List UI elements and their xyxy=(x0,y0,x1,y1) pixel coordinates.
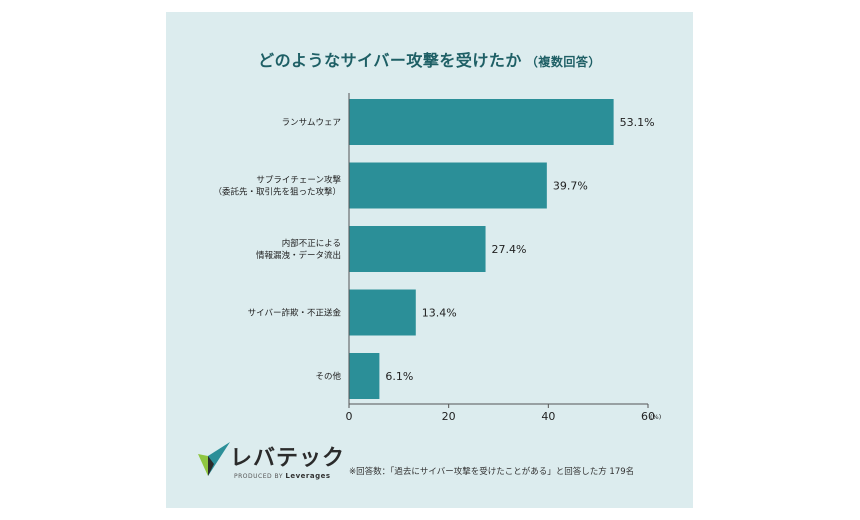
bar-0 xyxy=(349,99,614,145)
bar-1 xyxy=(349,162,547,209)
x-axis-unit: (%) xyxy=(650,413,661,421)
bar-value-label-4: 6.1% xyxy=(385,370,413,383)
category-label-2-line-1: 情報漏洩・データ流出 xyxy=(256,250,341,261)
logo-tagline-prefix: PRODUCED BY xyxy=(234,473,283,480)
logo-tagline-brand: Leverages xyxy=(285,472,331,480)
logo-wordmark: レバテック xyxy=(230,446,346,471)
category-label-2-line-0: 内部不正による xyxy=(282,238,341,249)
category-label-1-line-1: （委託先・取引先を狙った攻撃） xyxy=(213,187,341,198)
category-label-0: ランサムウェア xyxy=(282,118,341,128)
x-tick-label-3: 60 xyxy=(641,410,655,423)
category-label-4: その他 xyxy=(315,371,341,382)
levtech-logo: レバテック PRODUCED BY Leverages xyxy=(198,438,358,494)
x-tick-label-1: 20 xyxy=(442,410,456,423)
category-label-3: サイバー詐欺・不正送金 xyxy=(248,308,342,319)
chart-card: どのようなサイバー攻撃を受けたか （複数回答） 53.1% ランサムウェア 39.7%… xyxy=(166,12,693,508)
bar-value-label-3: 13.4% xyxy=(422,307,457,320)
bar-value-label-0: 53.1% xyxy=(620,116,655,129)
bar-4 xyxy=(349,353,380,399)
chart-title-main: どのようなサイバー攻撃を受けたか xyxy=(258,51,522,70)
logo-check-icon xyxy=(198,442,230,476)
x-tick-label-2: 40 xyxy=(541,410,555,423)
x-tick-label-0: 0 xyxy=(346,410,353,423)
bar-value-label-2: 27.4% xyxy=(492,243,527,256)
respondent-footnote: ※回答数：「過去にサイバー攻撃を受けたことがある」と回答した方 179名 xyxy=(349,467,635,477)
chart-title: どのようなサイバー攻撃を受けたか （複数回答） xyxy=(166,47,693,71)
category-label-1-line-0: サプライチェーン攻撃 xyxy=(256,175,341,186)
chart-title-subtitle: （複数回答） xyxy=(525,55,601,69)
bar-chart: 53.1% ランサムウェア 39.7% サプライチェーン攻撃（委託先・取引先を狙った攻… xyxy=(213,93,661,423)
bar-2 xyxy=(349,226,486,272)
logo-tagline: PRODUCED BY Leverages xyxy=(234,472,331,480)
bar-value-label-1: 39.7% xyxy=(553,180,588,193)
bar-3 xyxy=(349,289,416,336)
